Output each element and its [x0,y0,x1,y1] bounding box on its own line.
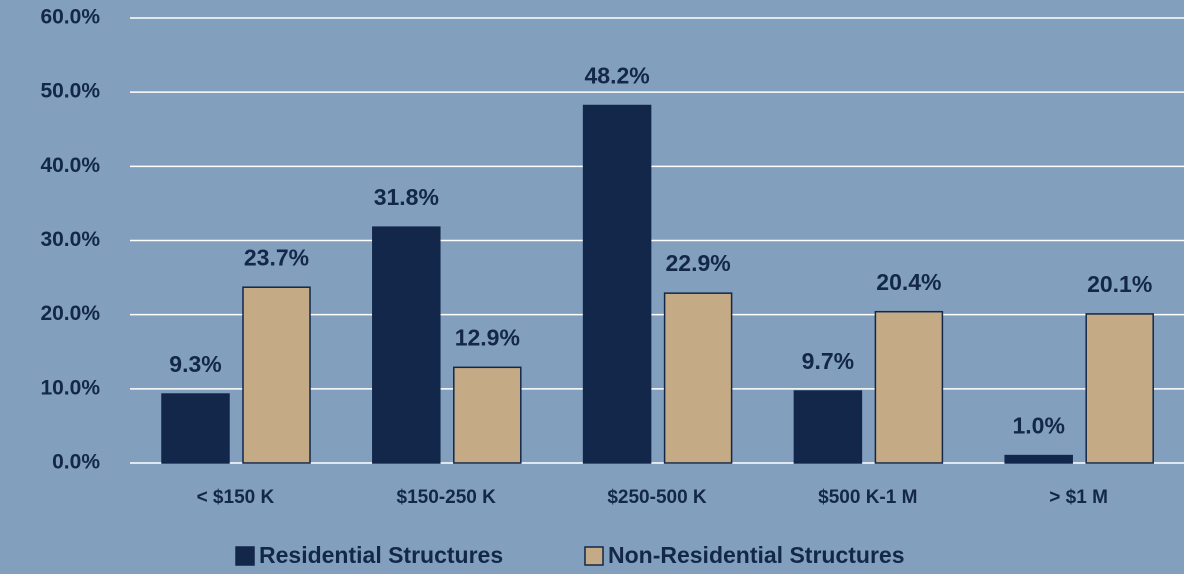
y-tick-label: 50.0% [40,80,100,103]
bar [372,226,441,464]
bar [663,292,733,464]
x-tick-label: > $1 M [1049,487,1108,508]
legend-swatch [235,546,255,566]
value-label: 9.7% [802,348,854,374]
legend-label: Residential Structures [259,542,503,568]
value-label: 20.4% [876,269,941,295]
value-label: 48.2% [584,63,649,89]
y-tick-label: 20.0% [40,302,100,325]
y-tick-label: 0.0% [52,451,100,474]
value-label: 20.1% [1087,271,1152,297]
bar [242,286,311,464]
value-label: 12.9% [455,324,520,350]
x-tick-label: $500 K-1 M [818,487,917,508]
value-label: 23.7% [244,244,309,270]
bar [161,393,230,464]
x-tick-label: < $150 K [197,487,275,508]
value-label: 31.8% [374,184,439,210]
bar [793,390,863,464]
bar [582,104,652,464]
x-tick-label: $250-500 K [607,487,707,508]
y-tick-label: 40.0% [40,154,100,177]
y-tick-label: 60.0% [40,6,100,29]
y-tick-label: 10.0% [40,376,100,399]
value-label: 9.3% [169,351,221,377]
value-label: 1.0% [1012,413,1064,439]
bar [874,310,944,464]
bar [1004,454,1073,464]
legend-swatch [584,546,604,566]
y-tick-label: 30.0% [40,228,100,251]
value-label: 22.9% [665,250,730,276]
bar [1085,313,1154,464]
x-tick-label: $150-250 K [397,487,497,508]
bar [453,366,522,464]
legend-label: Non-Residential Structures [608,542,905,568]
